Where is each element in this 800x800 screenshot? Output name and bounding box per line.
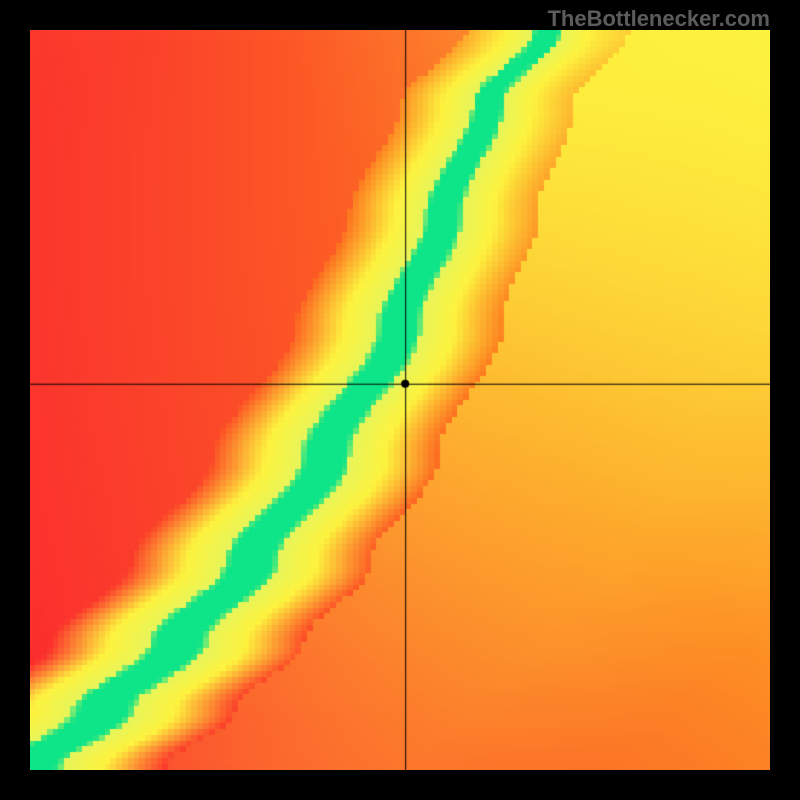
chart-frame: { "watermark": { "text": "TheBottlenecke… <box>0 0 800 800</box>
bottleneck-heatmap <box>30 30 770 770</box>
watermark-text: TheBottlenecker.com <box>547 6 770 32</box>
